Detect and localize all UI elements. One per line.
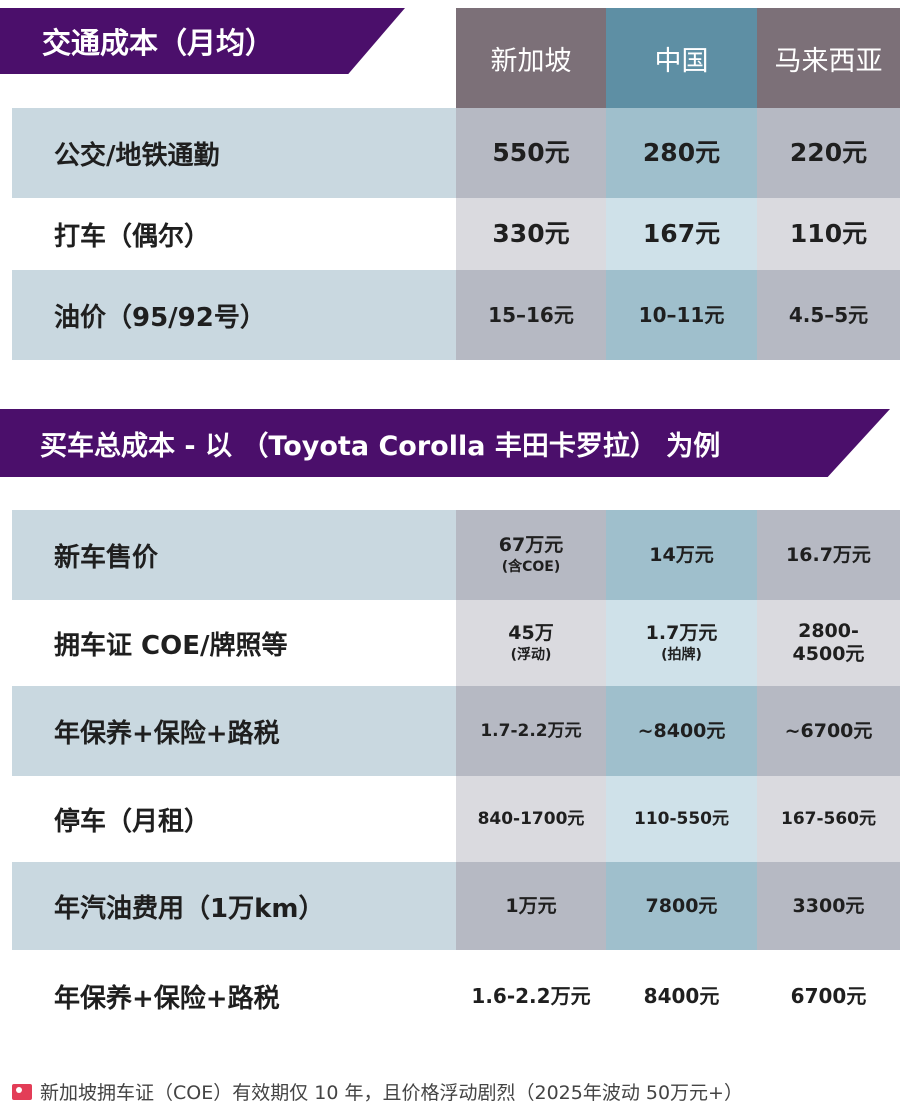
value-china: 8400元 bbox=[606, 950, 757, 1042]
column-header-malaysia: 马来西亚 bbox=[757, 8, 900, 108]
value-malaysia: 6700元 bbox=[757, 950, 900, 1042]
table-row: 停车（月租） 840-1700元 110-550元 167-560元 bbox=[12, 776, 900, 862]
section-title-car-cost-text: 买车总成本 - 以 （Toyota Corolla 丰田卡罗拉） 为例 bbox=[40, 430, 721, 462]
row-label: 年保养+保险+路税 bbox=[12, 950, 456, 1042]
value-singapore: 840-1700元 bbox=[456, 776, 606, 862]
value-malaysia: 4.5–5元 bbox=[757, 270, 900, 360]
row-label: 新车售价 bbox=[12, 510, 456, 600]
value-china: 1.7万元 (拍牌) bbox=[606, 600, 757, 686]
value-china: ~8400元 bbox=[606, 686, 757, 776]
section-title-transport-text: 交通成本（月均） bbox=[42, 26, 275, 60]
value-singapore: 1.7-2.2万元 bbox=[456, 686, 606, 776]
footer-note-text: 新加坡拥车证（COE）有效期仅 10 年，且价格浮动剧烈（2025年波动 50万… bbox=[40, 1082, 743, 1104]
value-singapore: 1万元 bbox=[456, 862, 606, 950]
row-label: 年汽油费用（1万km） bbox=[12, 862, 456, 950]
row-label: 油价（95/92号） bbox=[12, 270, 456, 360]
row-label: 打车（偶尔） bbox=[12, 198, 456, 270]
table-row: 年汽油费用（1万km） 1万元 7800元 3300元 bbox=[12, 862, 900, 950]
singapore-flag-icon bbox=[12, 1083, 32, 1100]
value-china: 14万元 bbox=[606, 510, 757, 600]
value-singapore: 45万 (浮动) bbox=[456, 600, 606, 686]
footer-note: 新加坡拥车证（COE）有效期仅 10 年，且价格浮动剧烈（2025年波动 50万… bbox=[12, 1078, 743, 1105]
table-row: 油价（95/92号） 15–16元 10–11元 4.5–5元 bbox=[12, 270, 900, 360]
value-malaysia: 167-560元 bbox=[757, 776, 900, 862]
table-row: 拥车证 COE/牌照等 45万 (浮动) 1.7万元 (拍牌) 2800- 45… bbox=[12, 600, 900, 686]
section-title-transport: 交通成本（月均） bbox=[0, 8, 405, 74]
value-malaysia: 110元 bbox=[757, 198, 900, 270]
value-china: 10–11元 bbox=[606, 270, 757, 360]
row-label: 停车（月租） bbox=[12, 776, 456, 862]
value-china: 280元 bbox=[606, 108, 757, 198]
value-china: 110-550元 bbox=[606, 776, 757, 862]
table-row: 年保养+保险+路税 1.6-2.2万元 8400元 6700元 bbox=[12, 950, 900, 1042]
table-row: 年保养+保险+路税 1.7-2.2万元 ~8400元 ~6700元 bbox=[12, 686, 900, 776]
table-row: 新车售价 67万元 (含COE) 14万元 16.7万元 bbox=[12, 510, 900, 600]
value-malaysia: ~6700元 bbox=[757, 686, 900, 776]
value-singapore: 1.6-2.2万元 bbox=[456, 950, 606, 1042]
row-label: 公交/地铁通勤 bbox=[12, 108, 456, 198]
value-singapore: 330元 bbox=[456, 198, 606, 270]
value-malaysia: 2800- 4500元 bbox=[757, 600, 900, 686]
column-header-china: 中国 bbox=[606, 8, 757, 108]
value-china: 7800元 bbox=[606, 862, 757, 950]
value-singapore: 550元 bbox=[456, 108, 606, 198]
row-label: 年保养+保险+路税 bbox=[12, 686, 456, 776]
value-singapore: 67万元 (含COE) bbox=[456, 510, 606, 600]
value-singapore: 15–16元 bbox=[456, 270, 606, 360]
value-malaysia: 3300元 bbox=[757, 862, 900, 950]
value-malaysia: 16.7万元 bbox=[757, 510, 900, 600]
value-china: 167元 bbox=[606, 198, 757, 270]
table-row: 公交/地铁通勤 550元 280元 220元 bbox=[12, 108, 900, 198]
column-header-singapore: 新加坡 bbox=[456, 8, 606, 108]
section-title-car-cost: 买车总成本 - 以 （Toyota Corolla 丰田卡罗拉） 为例 bbox=[0, 409, 890, 477]
table-row: 打车（偶尔） 330元 167元 110元 bbox=[12, 198, 900, 270]
row-label: 拥车证 COE/牌照等 bbox=[12, 600, 456, 686]
value-malaysia: 220元 bbox=[757, 108, 900, 198]
